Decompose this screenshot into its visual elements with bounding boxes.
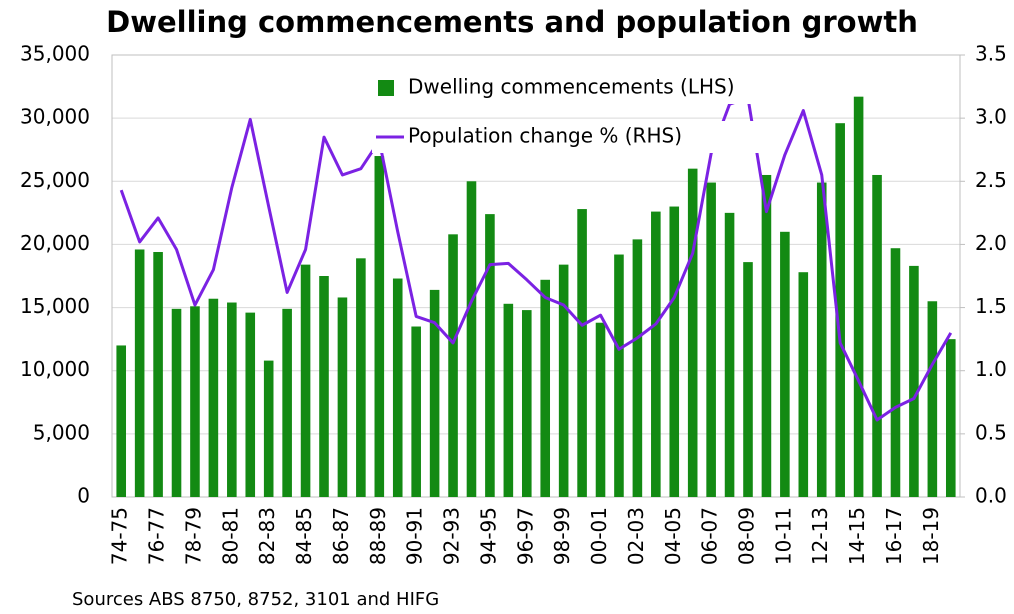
- plot-frame: [111, 54, 961, 498]
- y-tick-label: 35,000: [20, 42, 90, 66]
- bar: [337, 297, 348, 497]
- y-tick-label: 15,000: [20, 294, 90, 318]
- x-tick-label: 96-97: [513, 507, 537, 565]
- bar: [632, 239, 643, 497]
- x-tick-label: 90-91: [403, 507, 427, 565]
- legend-bg: [372, 121, 772, 153]
- bar: [245, 312, 256, 497]
- bar: [577, 209, 587, 497]
- y-tick-label: 5,000: [33, 420, 90, 444]
- bar: [724, 212, 735, 497]
- bar: [208, 298, 219, 497]
- bar: [651, 211, 661, 497]
- bar: [319, 276, 329, 497]
- x-tick-label: 18-19: [919, 507, 943, 565]
- x-tick-label: 10-11: [771, 507, 795, 565]
- bar: [521, 310, 532, 497]
- bar: [282, 308, 292, 497]
- y2-tick-label: 2.0: [975, 231, 1007, 255]
- bar: [909, 265, 919, 497]
- bar: [614, 254, 624, 497]
- x-tick-label: 98-99: [550, 507, 574, 565]
- bar: [466, 181, 477, 498]
- x-tick-label: 76-77: [145, 507, 169, 565]
- bar: [300, 264, 311, 497]
- bar: [134, 249, 145, 497]
- bar: [540, 279, 551, 497]
- x-tick-label: 80-81: [218, 507, 242, 565]
- bar: [595, 322, 606, 497]
- x-tick-label: 12-13: [808, 507, 832, 565]
- y2-tick-label: 3.0: [975, 105, 1007, 129]
- bar: [190, 306, 200, 497]
- y-tick-label: 30,000: [20, 105, 90, 129]
- bar: [798, 272, 809, 497]
- legend-label: Dwelling commencements (LHS): [408, 75, 735, 99]
- y2-tick-label: 2.5: [975, 168, 1007, 192]
- bar: [945, 339, 956, 497]
- x-tick-label: 88-89: [366, 507, 390, 565]
- x-tick-label: 02-03: [624, 507, 648, 565]
- x-tick-label: 06-07: [698, 507, 722, 565]
- source-note: Sources ABS 8750, 8752, 3101 and HIFG: [72, 589, 439, 610]
- bar: [374, 156, 385, 497]
- line: [119, 96, 953, 422]
- x-tick-label: 16-17: [882, 507, 906, 565]
- bar: [669, 206, 680, 498]
- y2-tick-label: 3.5: [975, 42, 1007, 66]
- x-tick-label: 08-09: [735, 507, 759, 565]
- x-tick-label: 94-95: [476, 507, 500, 565]
- chart-title: Dwelling commencements and population gr…: [106, 5, 918, 39]
- bar: [171, 308, 182, 497]
- bar: [448, 234, 458, 497]
- bar: [392, 278, 403, 497]
- bar: [743, 262, 753, 497]
- y-tick-label: 20,000: [20, 231, 90, 255]
- x-tick-label: 74-75: [108, 507, 132, 565]
- y2-tick-label: 1.0: [975, 357, 1007, 381]
- y2-tick-label: 0.0: [975, 484, 1007, 508]
- bar: [411, 326, 421, 497]
- y2-tick-label: 1.5: [975, 294, 1007, 318]
- bar: [503, 303, 514, 497]
- x-tick-label: 82-83: [255, 507, 279, 565]
- x-tick-label: 14-15: [845, 507, 869, 565]
- y2-tick-label: 0.5: [975, 420, 1007, 444]
- y-tick-label: 10,000: [20, 357, 90, 381]
- bar: [227, 302, 237, 497]
- bar: [890, 248, 901, 497]
- bar: [429, 289, 440, 497]
- x-tick-label: 78-79: [181, 507, 205, 565]
- x-tick-label: 86-87: [329, 507, 353, 565]
- bar: [153, 252, 163, 497]
- bar: [927, 301, 938, 497]
- y-tick-label: 0: [77, 484, 90, 508]
- bar: [485, 214, 495, 497]
- legend-bg: [372, 72, 772, 104]
- bar: [263, 360, 274, 497]
- x-tick-label: 84-85: [292, 507, 316, 565]
- bar: [706, 182, 716, 497]
- bar: [780, 231, 790, 498]
- bar: [816, 182, 827, 497]
- bar: [872, 174, 882, 497]
- bar: [356, 258, 366, 497]
- bar: [116, 345, 127, 497]
- bar: [687, 168, 698, 497]
- bar: [558, 264, 569, 497]
- legend-swatch: [378, 80, 394, 96]
- bar: [835, 123, 845, 498]
- x-tick-label: 00-01: [587, 507, 611, 565]
- y-tick-label: 25,000: [20, 168, 90, 192]
- bar: [853, 96, 864, 497]
- x-tick-label: 04-05: [661, 507, 685, 565]
- bar: [761, 174, 772, 497]
- x-tick-label: 92-93: [440, 507, 464, 565]
- legend-label: Population change % (RHS): [408, 124, 682, 148]
